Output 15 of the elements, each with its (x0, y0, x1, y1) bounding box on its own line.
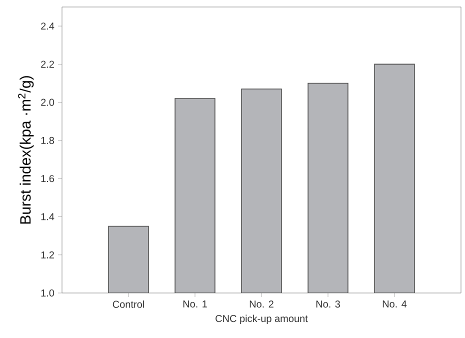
y-axis-title: Burst index(kpa ·m$^{2}$/g) (18, 76, 34, 224)
y-tick-label: 1.2 (41, 251, 54, 258)
x-axis-title: CNC pick-up amount (216, 314, 308, 324)
y-tick-label: 2.0 (41, 98, 54, 106)
x-tick-label: Control (112, 300, 144, 308)
y-tick-label: 1.0 (41, 289, 54, 297)
y-tick-label: 1.4 (41, 213, 54, 220)
y-tick-label: 2.2 (41, 60, 54, 68)
x-tick-label: No. 4 (382, 300, 407, 308)
y-tick-label: 2.4 (41, 22, 54, 30)
x-tick-label: No. 3 (316, 300, 340, 308)
y-tick-label: 1.6 (41, 175, 54, 182)
x-tick-label: No. 2 (250, 300, 274, 308)
y-tick-label: 1.8 (41, 136, 54, 144)
x-tick-label: No. 1 (183, 300, 207, 308)
